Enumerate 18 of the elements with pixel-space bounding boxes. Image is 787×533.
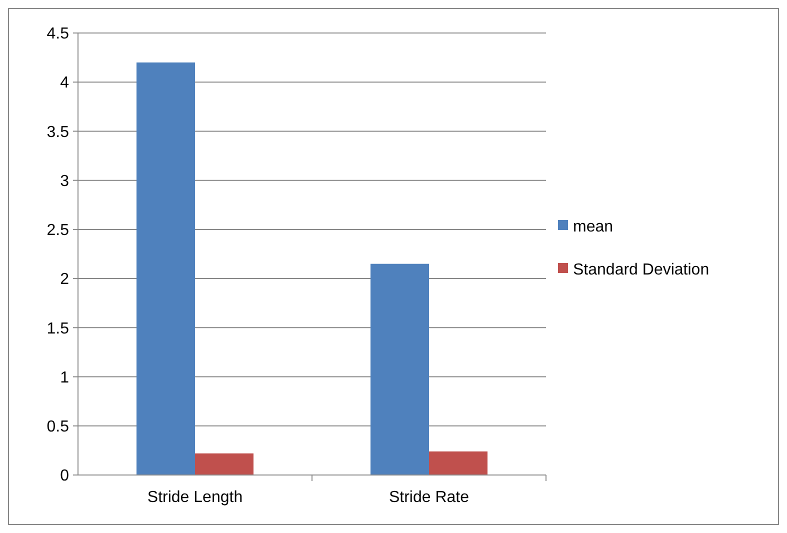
legend-label: mean: [573, 218, 614, 236]
y-tick-label: 3.5: [46, 124, 70, 141]
y-tick-label: 4.5: [46, 26, 70, 43]
y-tick-label: 1.5: [46, 320, 70, 338]
y-tick-label: 0.5: [46, 418, 70, 436]
bar: [195, 453, 254, 475]
bar: [370, 264, 429, 475]
bar: [429, 451, 488, 475]
x-tick-label: Stride Rate: [388, 489, 470, 506]
x-tick-label: Stride Length: [147, 489, 243, 506]
bar: [136, 62, 195, 475]
legend-label: Standard Deviation: [573, 262, 710, 279]
y-tick-label: 3: [60, 172, 70, 190]
y-tick-label: 1: [60, 369, 70, 386]
y-tick-label: 2.5: [46, 222, 70, 240]
y-tick-label: 0: [60, 468, 70, 485]
y-tick-label: 4: [60, 74, 70, 92]
y-tick-label: 2: [60, 271, 70, 288]
